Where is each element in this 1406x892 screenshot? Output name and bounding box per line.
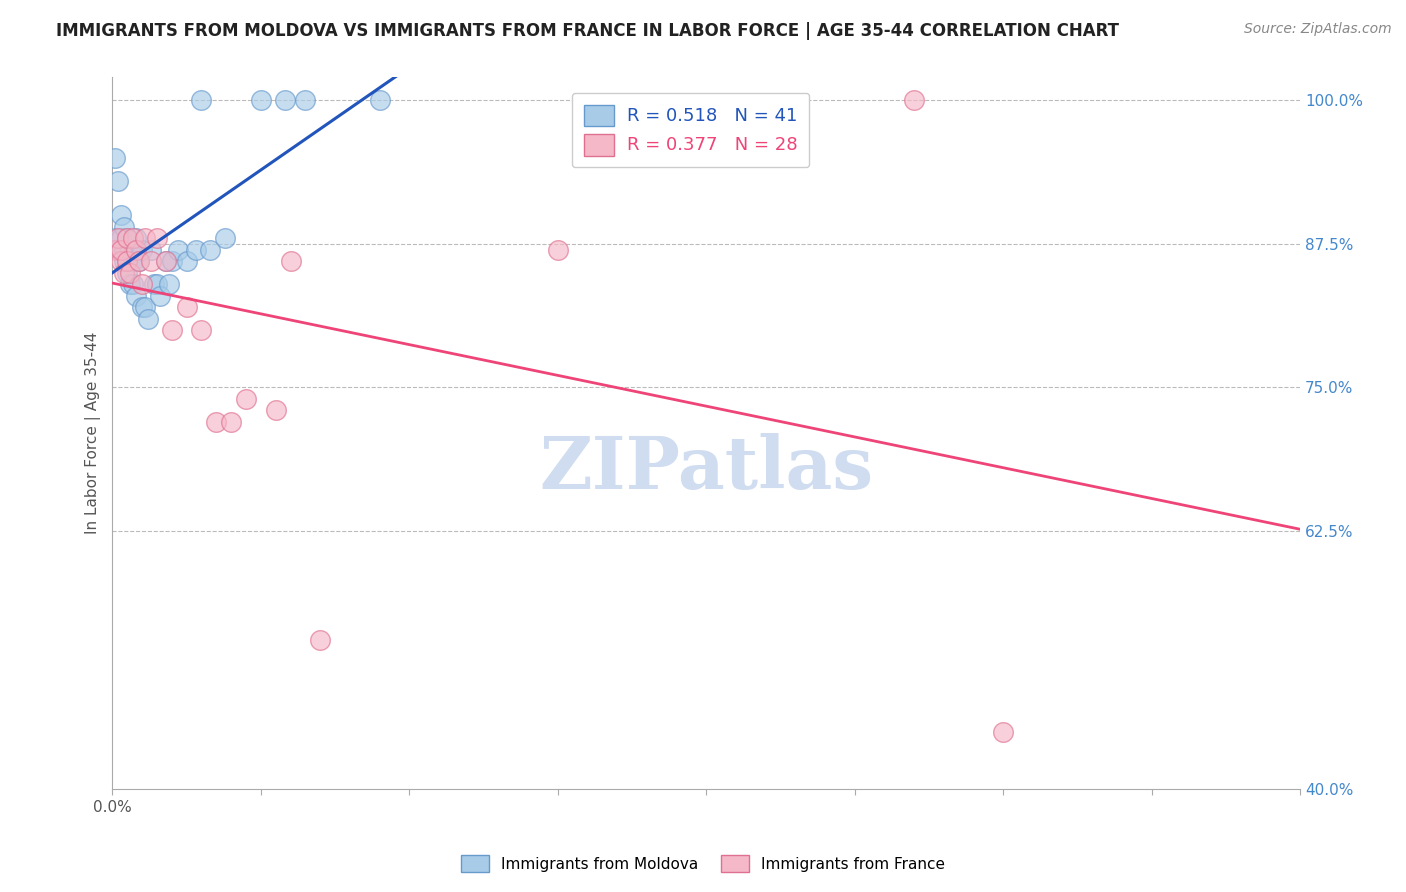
Point xyxy=(128,254,150,268)
Point xyxy=(219,415,242,429)
Point xyxy=(112,243,135,257)
Point xyxy=(205,415,228,429)
Point xyxy=(139,254,162,268)
Point xyxy=(903,94,925,108)
Point xyxy=(117,254,139,268)
Point xyxy=(110,243,132,257)
Point xyxy=(368,94,391,108)
Point xyxy=(110,208,132,222)
Point xyxy=(125,231,148,245)
Point xyxy=(117,266,139,280)
Y-axis label: In Labor Force | Age 35-44: In Labor Force | Age 35-44 xyxy=(86,332,101,534)
Point xyxy=(273,94,295,108)
Text: IMMIGRANTS FROM MOLDOVA VS IMMIGRANTS FROM FRANCE IN LABOR FORCE | AGE 35-44 COR: IMMIGRANTS FROM MOLDOVA VS IMMIGRANTS FR… xyxy=(56,22,1119,40)
Point xyxy=(134,300,156,314)
Point xyxy=(125,288,148,302)
Point xyxy=(176,300,198,314)
Point xyxy=(117,254,139,268)
Point xyxy=(146,231,169,245)
Point xyxy=(139,243,162,257)
Point xyxy=(125,243,148,257)
Point xyxy=(104,231,127,245)
Point xyxy=(157,277,180,291)
Point xyxy=(250,94,273,108)
Point xyxy=(117,231,139,245)
Point xyxy=(131,277,153,291)
Point xyxy=(991,724,1014,739)
Point xyxy=(166,243,188,257)
Point xyxy=(131,243,153,257)
Text: Source: ZipAtlas.com: Source: ZipAtlas.com xyxy=(1244,22,1392,37)
Point xyxy=(107,231,129,245)
Point xyxy=(160,254,183,268)
Legend: R = 0.518   N = 41, R = 0.377   N = 28: R = 0.518 N = 41, R = 0.377 N = 28 xyxy=(572,93,810,168)
Point xyxy=(107,174,129,188)
Point xyxy=(143,277,166,291)
Point xyxy=(110,243,132,257)
Point xyxy=(155,254,177,268)
Point xyxy=(200,243,222,257)
Point xyxy=(112,254,135,268)
Point xyxy=(112,266,135,280)
Point xyxy=(110,254,132,268)
Point xyxy=(131,300,153,314)
Point xyxy=(155,254,177,268)
Point xyxy=(120,243,142,257)
Text: ZIPatlas: ZIPatlas xyxy=(538,434,873,504)
Point xyxy=(280,254,302,268)
Point xyxy=(294,94,316,108)
Point xyxy=(160,323,183,337)
Point xyxy=(120,266,142,280)
Point xyxy=(134,231,156,245)
Point xyxy=(149,288,172,302)
Point xyxy=(190,323,212,337)
Point xyxy=(214,231,236,245)
Point xyxy=(146,277,169,291)
Point xyxy=(117,231,139,245)
Point xyxy=(107,243,129,257)
Point xyxy=(264,403,287,417)
Point xyxy=(120,277,142,291)
Point xyxy=(122,231,145,245)
Point xyxy=(184,243,207,257)
Point xyxy=(235,392,257,406)
Point xyxy=(547,243,569,257)
Point xyxy=(190,94,212,108)
Point xyxy=(112,219,135,234)
Point xyxy=(104,243,127,257)
Point xyxy=(110,231,132,245)
Point xyxy=(309,632,332,647)
Point xyxy=(136,311,159,326)
Point xyxy=(122,254,145,268)
Point xyxy=(122,277,145,291)
Point xyxy=(176,254,198,268)
Point xyxy=(128,254,150,268)
Point xyxy=(104,151,127,165)
Legend: Immigrants from Moldova, Immigrants from France: Immigrants from Moldova, Immigrants from… xyxy=(454,847,952,880)
